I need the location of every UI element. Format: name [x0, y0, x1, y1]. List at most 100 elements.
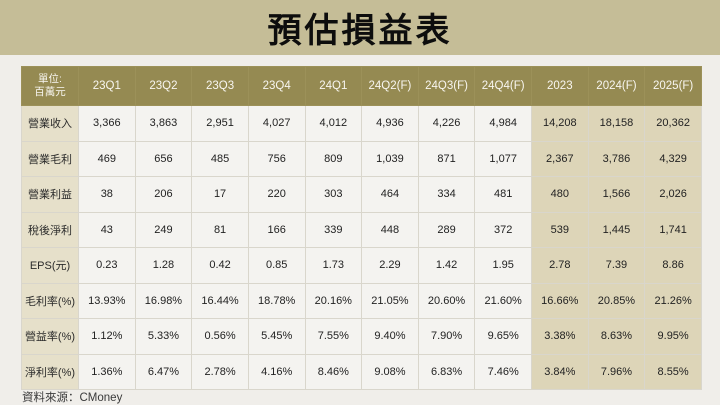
col-header-23q2: 23Q2 [134, 66, 193, 106]
table-cell: 0.42 [191, 247, 249, 284]
table-row-net-income: 稅後淨利 43 249 81 166 339 448 289 372 539 1… [21, 211, 702, 248]
table-cell: 8.46% [304, 353, 363, 390]
table-cell: 339 [304, 211, 363, 248]
table-cell: 1,741 [644, 211, 702, 248]
table-cell: 2.78 [531, 247, 589, 284]
table-cell: 4,329 [644, 140, 702, 177]
table-cell: 4,012 [304, 105, 363, 142]
table-cell: 14,208 [531, 105, 589, 142]
table-cell: 81 [191, 211, 249, 248]
table-cell: 656 [134, 140, 193, 177]
table-cell: 756 [247, 140, 306, 177]
table-cell: 17 [191, 176, 249, 213]
row-label: 營業毛利 [21, 140, 79, 177]
table-cell: 334 [417, 176, 476, 213]
table-cell: 8.63% [587, 318, 646, 355]
table-cell: 18.78% [247, 282, 306, 319]
table-row-gross-profit: 營業毛利 469 656 485 756 809 1,039 871 1,077… [21, 140, 702, 177]
table-cell: 7.90% [417, 318, 476, 355]
table-cell: 464 [361, 176, 419, 213]
table-cell: 9.95% [644, 318, 702, 355]
table-cell: 7.46% [474, 353, 532, 390]
col-header-23q4: 23Q4 [247, 66, 306, 106]
table-cell: 3,366 [78, 105, 136, 142]
table-cell: 3.84% [531, 353, 589, 390]
table-cell: 2,026 [644, 176, 702, 213]
table-cell: 2,951 [191, 105, 249, 142]
table-cell: 1,077 [474, 140, 532, 177]
table-cell: 1.12% [78, 318, 136, 355]
table-cell: 18,158 [587, 105, 646, 142]
table-cell: 481 [474, 176, 532, 213]
title-band: 預估損益表 [0, 0, 720, 55]
unit-header-cell: 單位: 百萬元 [21, 66, 79, 106]
table-cell: 4,027 [247, 105, 306, 142]
table-cell: 21.05% [361, 282, 419, 319]
table-cell: 1.95 [474, 247, 532, 284]
row-label: 稅後淨利 [21, 211, 79, 248]
table-cell: 2.29 [361, 247, 419, 284]
table-cell: 20.60% [417, 282, 476, 319]
table-cell: 303 [304, 176, 363, 213]
table-cell: 469 [78, 140, 136, 177]
table-body: 營業收入 3,366 3,863 2,951 4,027 4,012 4,936… [21, 105, 702, 390]
row-label: 營益率(%) [21, 318, 79, 355]
table-cell: 871 [417, 140, 476, 177]
table-cell: 4,936 [361, 105, 419, 142]
table-cell: 249 [134, 211, 193, 248]
col-header-24q3f: 24Q3(F) [417, 66, 476, 106]
table-cell: 6.47% [134, 353, 193, 390]
table-cell: 809 [304, 140, 363, 177]
col-header-23q3: 23Q3 [191, 66, 249, 106]
table-cell: 16.44% [191, 282, 249, 319]
table-cell: 4,226 [417, 105, 476, 142]
table-cell: 485 [191, 140, 249, 177]
table-row-eps: EPS(元) 0.23 1.28 0.42 0.85 1.73 2.29 1.4… [21, 247, 702, 284]
table-cell: 0.23 [78, 247, 136, 284]
table-cell: 43 [78, 211, 136, 248]
source-note: 資料來源：CMoney [22, 392, 123, 404]
col-header-23q1: 23Q1 [78, 66, 136, 106]
table-cell: 372 [474, 211, 532, 248]
table-row-operating-income: 營業利益 38 206 17 220 303 464 334 481 480 1… [21, 176, 702, 213]
page-title: 預估損益表 [267, 12, 453, 50]
table-cell: 1.73 [304, 247, 363, 284]
table-row-operating-margin: 營益率(%) 1.12% 5.33% 0.56% 5.45% 7.55% 9.4… [21, 318, 702, 355]
table-cell: 480 [531, 176, 589, 213]
table-cell: 7.55% [304, 318, 363, 355]
table-row-gross-margin: 毛利率(%) 13.93% 16.98% 16.44% 18.78% 20.16… [21, 282, 702, 319]
table-cell: 4,984 [474, 105, 532, 142]
row-label: 毛利率(%) [21, 282, 79, 319]
col-header-24q4f: 24Q4(F) [474, 66, 532, 106]
table-cell: 9.65% [474, 318, 532, 355]
table-cell: 3,786 [587, 140, 646, 177]
table-cell: 5.45% [247, 318, 306, 355]
row-label: 營業利益 [21, 176, 79, 213]
table-cell: 21.26% [644, 282, 702, 319]
table-row-revenue: 營業收入 3,366 3,863 2,951 4,027 4,012 4,936… [21, 105, 702, 142]
col-header-24q1: 24Q1 [304, 66, 363, 106]
table-cell: 20.85% [587, 282, 646, 319]
table-cell: 21.60% [474, 282, 532, 319]
table-cell: 16.66% [531, 282, 589, 319]
col-header-2024f: 2024(F) [587, 66, 646, 106]
table-cell: 3,863 [134, 105, 193, 142]
row-label: 淨利率(%) [21, 353, 79, 390]
table-cell: 220 [247, 176, 306, 213]
row-label: 營業收入 [21, 105, 79, 142]
table-cell: 1,039 [361, 140, 419, 177]
table-cell: 1.28 [134, 247, 193, 284]
table-cell: 8.86 [644, 247, 702, 284]
table-cell: 16.98% [134, 282, 193, 319]
table-cell: 38 [78, 176, 136, 213]
table-cell: 539 [531, 211, 589, 248]
table-cell: 9.40% [361, 318, 419, 355]
table-cell: 9.08% [361, 353, 419, 390]
unit-line-2: 百萬元 [34, 86, 66, 98]
table-cell: 7.96% [587, 353, 646, 390]
header-row: 單位: 百萬元 23Q1 23Q2 23Q3 23Q4 24Q1 24Q2(F)… [21, 66, 702, 106]
table-cell: 3.38% [531, 318, 589, 355]
table-row-net-margin: 淨利率(%) 1.36% 6.47% 2.78% 4.16% 8.46% 9.0… [21, 353, 702, 390]
table-cell: 0.85 [247, 247, 306, 284]
table-cell: 13.93% [78, 282, 136, 319]
